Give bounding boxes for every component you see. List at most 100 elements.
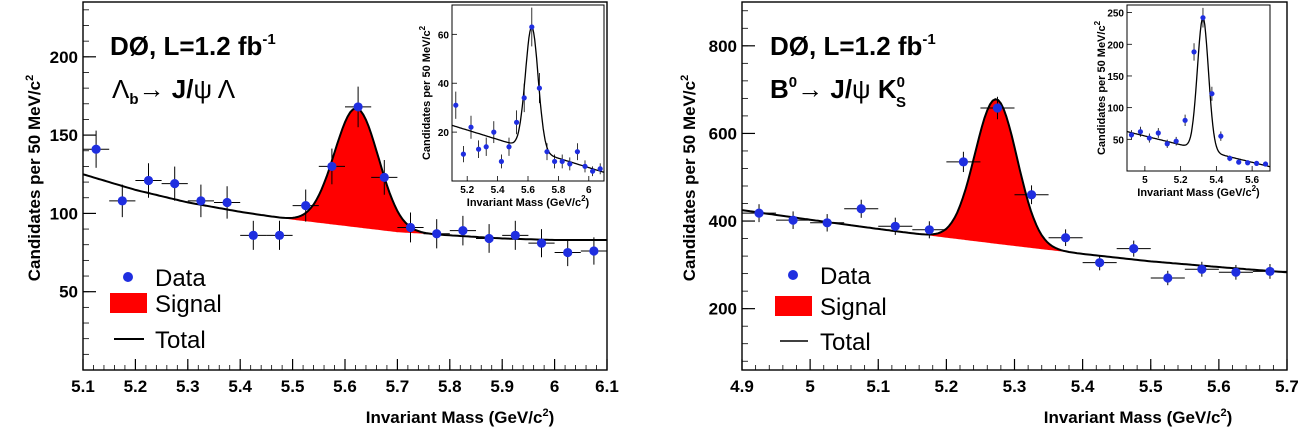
inset-data-marker [514,119,520,125]
inset-data-point [483,137,489,156]
inset-y-tick-label: 40 [438,79,450,90]
x-tick-label: 5.5 [281,377,305,396]
b0-panel: Candidates per 50 MeV/c2 Invariant Mass … [679,31,1232,427]
data-marker [405,222,416,233]
legend-data-marker [788,270,798,280]
inset-data-point [1128,130,1135,140]
inset-y-tick-label: 60 [438,30,450,41]
data-marker [1026,190,1037,200]
inset-data-point [521,83,527,113]
inset-data-marker [1137,129,1144,135]
data-marker [1129,244,1139,254]
inset-data-marker [559,158,565,165]
data-point [1150,270,1185,286]
inset-data-marker [1236,159,1242,165]
inset-x-tick-label: 5.6 [521,185,535,196]
inset-x-tick-label: 5.2 [460,185,474,196]
x-tick-label: 5.8 [438,377,462,396]
data-point [1184,261,1219,277]
y-tick-label: 600 [709,124,737,143]
inset-x-tick-label: 5 [1142,175,1148,186]
x-tick-label: 5.1 [71,377,95,396]
x-tick-label: 5.5 [1139,377,1163,396]
data-point [810,214,845,232]
inset-data-point [498,154,504,169]
x-axis-label: Invariant Mass (GeV/c2) [1044,407,1232,427]
y-tick-label: 800 [709,37,737,56]
legend-signal-swatch [110,293,147,313]
inset-data-marker [544,149,550,155]
x-tick-label: 5.2 [935,377,959,396]
inset-data-point [1173,136,1179,146]
inset-data-marker [1173,138,1179,144]
inset-data-marker [1200,15,1206,21]
chart-plot-0: 5.1 5.2 5.3 5.4 5.5 5.6 5.7 5.8 5.9 6 6.1 50 100 150 2… [50,1,619,396]
legend-signal-swatch [775,296,812,316]
data-marker [822,218,832,228]
y-tick-label: 100 [50,204,78,223]
data-point [109,184,136,218]
data-marker [890,221,900,231]
y-axis-label: Candidates per 50 MeV/c2 [679,75,699,281]
legend-data-marker [123,272,133,282]
inset-y-axis-label: Candidates per 50 MeV/c2 [418,25,433,160]
data-point [1116,240,1151,257]
inset-x-tick-label: 6 [586,185,592,196]
data-marker [788,215,798,225]
inset-data-point [1182,114,1188,126]
inset-data-marker [567,161,573,167]
data-point [1014,185,1049,205]
inset-background [452,5,604,181]
x-tick-label: 5.6 [333,377,357,396]
inset-y-tick-label: 100 [1107,104,1124,115]
legend-total-label: Total [155,327,206,354]
experiment-label: DØ, L=1.2 fb-1 [110,31,276,61]
x-tick-label: 5.6 [1207,377,1231,396]
data-point [318,148,345,185]
legend-signal-label: Signal [155,291,222,318]
data-marker [510,230,520,240]
inset-data-point [567,157,573,171]
inset-data-point [453,91,459,119]
inset-data-point [1164,139,1170,148]
inset-background [1127,5,1270,171]
data-marker [924,225,934,235]
x-tick-label: 5.7 [386,377,410,396]
data-point [371,160,398,195]
inset-data-marker [468,124,474,130]
data-point [266,220,293,250]
legend-data-label: Data [155,265,206,292]
data-marker [992,103,1003,113]
inset-data-marker [1262,161,1269,167]
y-tick-label: 50 [59,283,78,302]
data-point [83,130,110,168]
data-point [161,166,188,201]
data-marker [484,233,494,244]
data-marker [536,238,547,248]
inset-data-marker [590,168,596,174]
y-axis-label: Candidates per 50 MeV/c2 [24,75,44,281]
inset-data-marker [476,146,482,152]
data-point [528,229,555,258]
inset-data-point [1137,126,1144,137]
inset-data-marker [506,144,512,150]
inset-data-point [582,160,588,173]
inset-data-marker [1191,49,1197,55]
data-marker [1197,264,1207,274]
inset-data-marker [453,102,459,108]
inset-x-tick-label: 5.4 [491,185,505,196]
data-marker [274,230,285,240]
inset-x-tick-label: 5.4 [1209,175,1223,186]
y-tick-label: 200 [50,48,78,67]
legend: Data Signal Total [110,265,222,354]
inset-data-marker [1128,132,1135,138]
inset-data-marker [483,144,489,150]
inset-data-point [597,163,603,175]
inset-y-tick-label: 150 [1107,72,1124,83]
data-marker [754,208,764,218]
inset-data-marker [597,166,603,172]
inset-data-point [559,154,565,169]
inset-x-tick-label: 5.2 [1174,175,1188,186]
data-marker [196,196,206,206]
